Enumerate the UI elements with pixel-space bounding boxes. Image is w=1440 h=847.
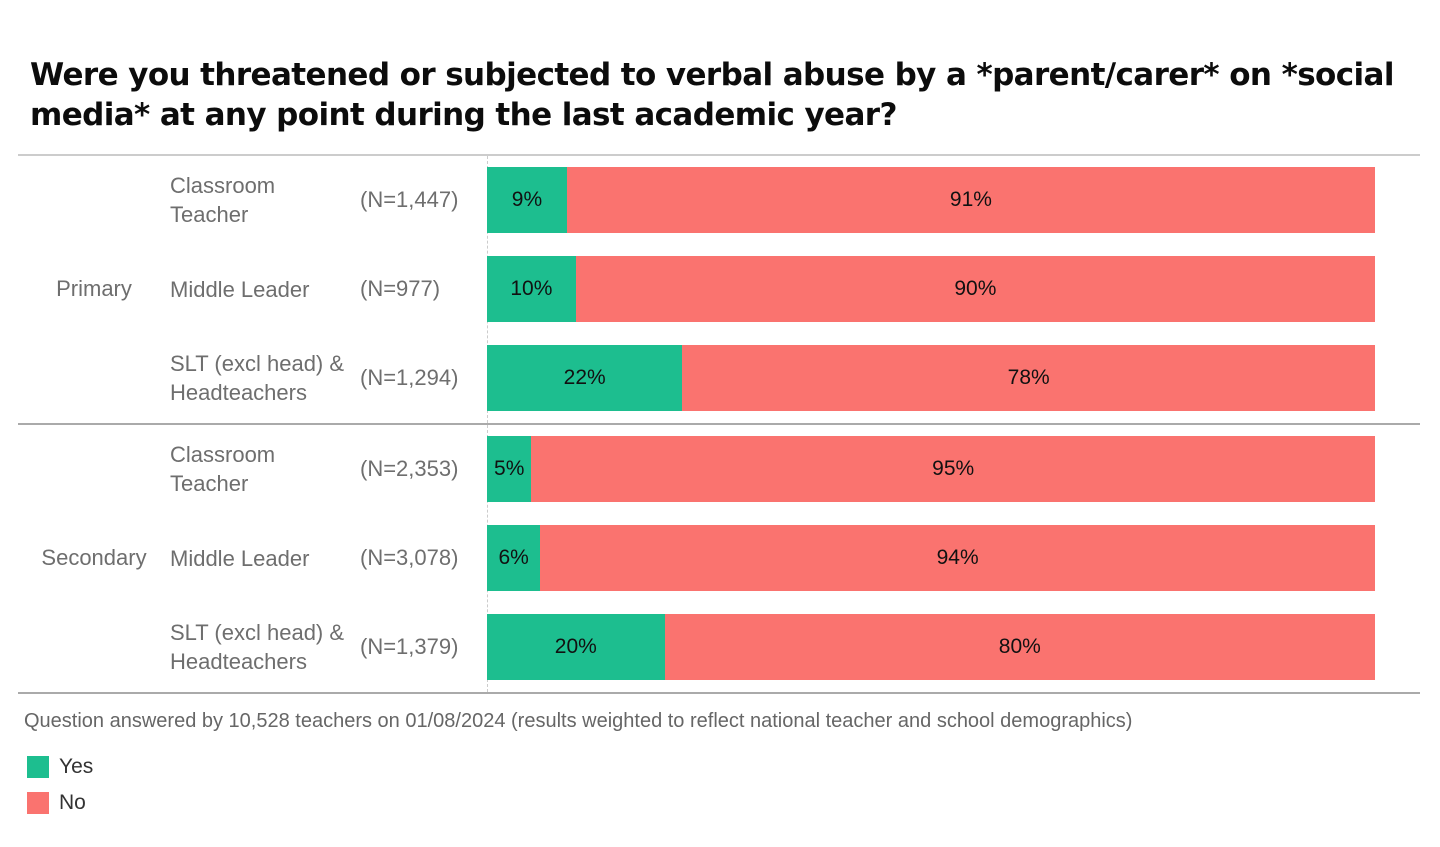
bar-no-value: 90% bbox=[954, 277, 997, 301]
row-n-label: (N=1,294) bbox=[360, 365, 459, 391]
bar-yes-segment: 6% bbox=[487, 525, 541, 592]
bar-yes-value: 5% bbox=[494, 457, 525, 481]
group-label: Primary bbox=[56, 276, 132, 302]
bar-no-segment: 91% bbox=[566, 167, 1375, 234]
bar-no-value: 80% bbox=[998, 635, 1041, 659]
bar-yes-value: 9% bbox=[511, 188, 543, 212]
legend-item-no: No bbox=[27, 791, 1440, 815]
legend-swatch-no bbox=[27, 791, 49, 814]
row-n-label: (N=2,353) bbox=[360, 456, 459, 482]
row-role-label: SLT (excl head) & Headteachers bbox=[170, 620, 345, 675]
table-row: Classroom Teacher (N=2,353) 5% 95% bbox=[170, 425, 1420, 514]
bar-yes-segment: 22% bbox=[487, 345, 683, 412]
legend-item-yes: Yes bbox=[27, 755, 1440, 779]
legend-swatch-yes bbox=[27, 755, 49, 778]
bar-no-value: 95% bbox=[932, 457, 975, 481]
bar-yes-value: 6% bbox=[498, 546, 529, 570]
bar-no-value: 94% bbox=[936, 546, 979, 570]
table-row: Classroom Teacher (N=1,447) 9% 91% bbox=[170, 156, 1420, 245]
legend-label-no: No bbox=[59, 790, 86, 814]
legend-label-yes: Yes bbox=[59, 754, 94, 778]
chart-page: Were you threatened or subjected to verb… bbox=[0, 56, 1440, 847]
row-n-label: (N=977) bbox=[360, 276, 441, 302]
table-row: SLT (excl head) & Headteachers (N=1,294)… bbox=[170, 334, 1420, 423]
row-role-label: SLT (excl head) & Headteachers bbox=[170, 351, 345, 406]
bar: 22% 78% bbox=[487, 345, 1375, 412]
bar-no-segment: 95% bbox=[531, 436, 1375, 503]
table-row: Middle Leader (N=3,078) 6% 94% bbox=[170, 514, 1420, 603]
bar-yes-segment: 9% bbox=[487, 167, 567, 234]
bar: 20% 80% bbox=[487, 614, 1375, 681]
bar: 6% 94% bbox=[487, 525, 1375, 592]
table-row: Middle Leader (N=977) 10% 90% bbox=[170, 245, 1420, 334]
row-role-label: Middle Leader bbox=[170, 276, 310, 302]
row-n-label: (N=3,078) bbox=[360, 545, 459, 571]
bar-yes-segment: 20% bbox=[487, 614, 665, 681]
bar: 9% 91% bbox=[487, 167, 1375, 234]
row-role-label: Classroom Teacher bbox=[170, 173, 276, 228]
legend: Yes No bbox=[27, 755, 1440, 815]
row-n-label: (N=1,447) bbox=[360, 187, 459, 213]
row-role-label: Middle Leader bbox=[170, 545, 310, 571]
row-role-label: Classroom Teacher bbox=[170, 442, 276, 497]
bar: 10% 90% bbox=[487, 256, 1375, 323]
group-primary: Primary Classroom Teacher (N=1,447) 9% 9… bbox=[18, 156, 1420, 423]
bar-no-segment: 94% bbox=[540, 525, 1375, 592]
bar-no-segment: 78% bbox=[682, 345, 1375, 412]
bar-no-value: 78% bbox=[1007, 366, 1050, 390]
bar-yes-value: 22% bbox=[563, 366, 606, 390]
bar-yes-segment: 5% bbox=[487, 436, 532, 503]
table-row: SLT (excl head) & Headteachers (N=1,379)… bbox=[170, 603, 1420, 692]
bar: 5% 95% bbox=[487, 436, 1375, 503]
bar-no-segment: 80% bbox=[664, 614, 1375, 681]
bar-no-value: 91% bbox=[949, 188, 992, 212]
group-secondary: Secondary Classroom Teacher (N=2,353) 5%… bbox=[18, 422, 1420, 692]
group-label: Secondary bbox=[41, 545, 147, 571]
bar-yes-segment: 10% bbox=[487, 256, 576, 323]
chart-title: Were you threatened or subjected to verb… bbox=[30, 57, 1394, 133]
row-n-label: (N=1,379) bbox=[360, 634, 459, 660]
bar-yes-value: 10% bbox=[510, 277, 553, 301]
stacked-bar-chart: Primary Classroom Teacher (N=1,447) 9% 9… bbox=[18, 153, 1420, 694]
footer-note: Question answered by 10,528 teachers on … bbox=[24, 709, 1133, 732]
bar-no-segment: 90% bbox=[575, 256, 1375, 323]
bar-yes-value: 20% bbox=[554, 635, 597, 659]
